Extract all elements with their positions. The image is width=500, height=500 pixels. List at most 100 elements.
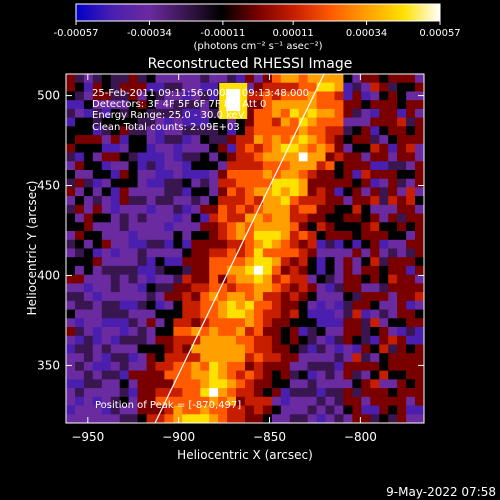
heatmap-cell bbox=[128, 239, 139, 250]
heatmap-cell bbox=[361, 161, 371, 171]
heatmap-cell bbox=[361, 82, 371, 92]
heatmap-cell bbox=[397, 344, 407, 354]
heatmap-cell bbox=[119, 74, 130, 84]
heatmap-cell bbox=[361, 335, 371, 346]
heatmap-cell bbox=[66, 327, 76, 337]
heatmap-cell bbox=[307, 222, 318, 232]
heatmap-cell bbox=[146, 396, 157, 407]
heatmap-cell bbox=[191, 222, 201, 232]
heatmap-image bbox=[66, 74, 424, 423]
heatmap-cell bbox=[325, 300, 335, 311]
heatmap-cell bbox=[325, 274, 335, 284]
heatmap-cell bbox=[236, 309, 246, 319]
heatmap-cell bbox=[182, 178, 192, 188]
heatmap-cell bbox=[406, 108, 416, 119]
heatmap-cell bbox=[137, 231, 148, 241]
heatmap-cell bbox=[83, 344, 94, 354]
heatmap-cell bbox=[262, 379, 273, 389]
heatmap-cell bbox=[209, 405, 219, 415]
heatmap-cell bbox=[316, 170, 327, 180]
heatmap-cell bbox=[227, 396, 237, 407]
heatmap-cell bbox=[379, 405, 389, 415]
heatmap-cell bbox=[388, 274, 398, 284]
heatmap-cell bbox=[271, 204, 282, 215]
heatmap-cell bbox=[110, 74, 121, 84]
heatmap-cell bbox=[388, 82, 398, 92]
heatmap-cell bbox=[66, 91, 76, 101]
heatmap-cell bbox=[280, 274, 291, 284]
heatmap-cell bbox=[164, 100, 174, 110]
heatmap-cell bbox=[334, 222, 344, 232]
heatmap-cell bbox=[110, 265, 121, 276]
heatmap-cell bbox=[415, 82, 424, 92]
heatmap-cell bbox=[209, 318, 219, 328]
heatmap-cell bbox=[307, 248, 318, 258]
heatmap-cell bbox=[334, 327, 344, 337]
heatmap-cell bbox=[361, 91, 371, 101]
heatmap-cell bbox=[379, 414, 389, 423]
heatmap-cell bbox=[173, 379, 183, 389]
y-axis-label: Heliocentric Y (arcsec) bbox=[25, 181, 39, 316]
peak-core bbox=[226, 88, 241, 111]
heatmap-cell bbox=[262, 74, 273, 84]
heatmap-cell bbox=[262, 231, 273, 241]
heatmap-cell bbox=[280, 283, 291, 293]
heatmap-cell bbox=[200, 135, 210, 145]
heatmap-cell bbox=[209, 327, 219, 337]
heatmap-cell bbox=[334, 161, 344, 171]
heatmap-cell bbox=[164, 91, 174, 101]
heatmap-cell bbox=[200, 414, 210, 423]
heatmap-cell bbox=[289, 126, 300, 136]
heatmap-cell bbox=[361, 143, 371, 154]
heatmap-cell bbox=[155, 143, 165, 154]
heatmap-cell bbox=[200, 82, 210, 92]
heatmap-cell bbox=[280, 222, 291, 232]
heatmap-cell bbox=[83, 170, 94, 180]
heatmap-cell bbox=[173, 300, 183, 311]
heatmap-cell bbox=[218, 126, 228, 136]
heatmap-cell bbox=[173, 292, 183, 302]
heatmap-cell bbox=[227, 196, 237, 206]
heatmap-cell bbox=[128, 274, 139, 284]
heatmap-cell bbox=[406, 327, 416, 337]
heatmap-cell bbox=[343, 126, 353, 136]
heatmap-cell bbox=[236, 213, 246, 223]
heatmap-cell bbox=[289, 370, 300, 380]
heatmap-cell bbox=[173, 327, 183, 337]
heatmap-cell bbox=[343, 213, 353, 223]
heatmap-cell bbox=[173, 396, 183, 407]
heatmap-cell bbox=[164, 257, 174, 267]
heatmap-cell bbox=[343, 309, 353, 319]
heatmap-cell bbox=[289, 309, 300, 319]
heatmap-cell bbox=[236, 161, 246, 171]
heatmap-cell bbox=[397, 353, 407, 363]
heatmap-cell bbox=[119, 187, 130, 197]
heatmap-cell bbox=[75, 74, 85, 84]
heatmap-cell bbox=[316, 178, 327, 188]
heatmap-cell bbox=[75, 178, 85, 188]
heatmap-cell bbox=[325, 405, 335, 415]
heatmap-cell bbox=[218, 196, 228, 206]
heatmap-cell bbox=[343, 152, 353, 162]
heatmap-cell bbox=[370, 379, 380, 389]
heatmap-cell bbox=[271, 74, 282, 84]
heatmap-cell bbox=[182, 196, 192, 206]
heatmap-cell bbox=[289, 196, 300, 206]
heatmap-cell bbox=[397, 213, 407, 223]
heatmap-cell bbox=[75, 213, 85, 223]
heatmap-cell bbox=[119, 248, 130, 258]
heatmap-cell bbox=[388, 222, 398, 232]
heatmap-cell bbox=[352, 414, 362, 423]
heatmap-cell bbox=[334, 152, 344, 162]
heatmap-cell bbox=[83, 74, 94, 84]
heatmap-cell bbox=[227, 74, 237, 84]
heatmap-cell bbox=[92, 126, 103, 136]
heatmap-cell bbox=[200, 143, 210, 154]
heatmap-cell bbox=[110, 292, 121, 302]
heatmap-cell bbox=[343, 388, 353, 398]
heatmap-cell bbox=[245, 135, 255, 145]
heatmap-cell bbox=[406, 274, 416, 284]
colorbar-ticks: -0.00057 -0.00034 -0.00011 0.00011 0.00034 0.… bbox=[54, 21, 461, 39]
heatmap-cell bbox=[209, 309, 219, 319]
heatmap-cell bbox=[110, 222, 121, 232]
